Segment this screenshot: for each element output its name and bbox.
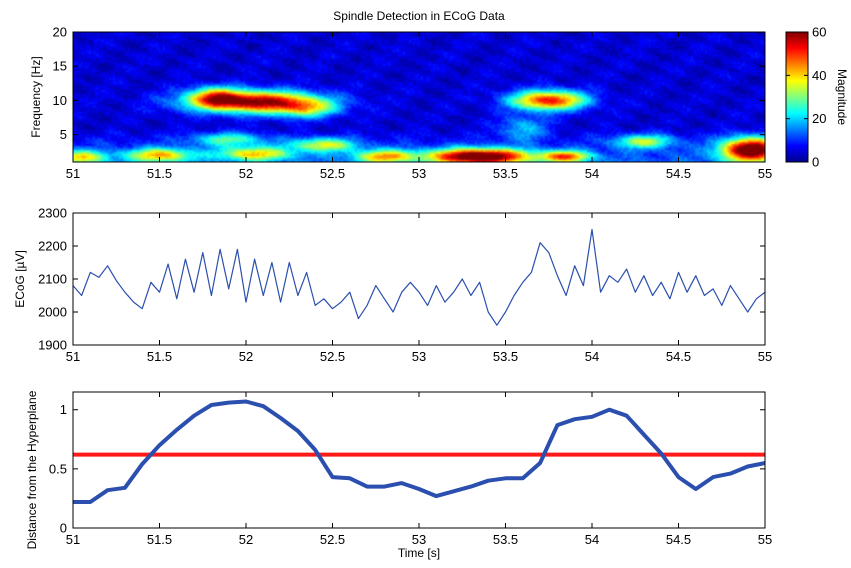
x-tick-label: 53.5 bbox=[493, 349, 518, 364]
x-tick-label: 52 bbox=[239, 166, 253, 181]
x-tick-label: 54 bbox=[585, 166, 599, 181]
ecog-panel: 51 51.5 52 52.5 53 53.5 54 54.5 55 1900 2000 2100 2… bbox=[13, 206, 772, 365]
ecog-trace bbox=[73, 228, 765, 326]
x-tick-label: 54.5 bbox=[666, 349, 691, 364]
y-tick-label: 15 bbox=[53, 59, 67, 74]
spectrogram-x-ticks: 51 51.5 52 52.5 53 53.5 54 54.5 55 bbox=[66, 32, 772, 181]
ecog-frame bbox=[72, 212, 766, 346]
y-tick-label: 2200 bbox=[38, 239, 67, 254]
x-tick-label: 54.5 bbox=[666, 532, 691, 547]
y-tick-label: 2000 bbox=[38, 305, 67, 320]
x-tick-label: 53 bbox=[412, 532, 426, 547]
colorbar: 0 20 40 60 Magnitude bbox=[785, 25, 849, 170]
y-tick-label: 5 bbox=[60, 127, 67, 142]
ecog-y-ticks: 1900 2000 2100 2200 2300 bbox=[38, 206, 765, 353]
y-tick-label: 1 bbox=[60, 402, 67, 417]
x-tick-label: 55 bbox=[758, 349, 772, 364]
x-tick-label: 52 bbox=[239, 532, 253, 547]
x-tick-label: 53 bbox=[412, 166, 426, 181]
x-tick-label: 51.5 bbox=[147, 349, 172, 364]
chart-title: Spindle Detection in ECoG Data bbox=[333, 9, 505, 23]
colorbar-tick-label: 20 bbox=[812, 111, 826, 126]
x-tick-label: 54 bbox=[585, 532, 599, 547]
distance-trace bbox=[73, 399, 765, 504]
distance-xlabel: Time [s] bbox=[398, 546, 440, 560]
spectrogram-heatmap bbox=[73, 32, 765, 162]
ecog-ylabel: ECoG [µV] bbox=[13, 250, 27, 308]
x-tick-label: 52.5 bbox=[320, 349, 345, 364]
x-tick-label: 52.5 bbox=[320, 166, 345, 181]
ecog-x-ticks: 51 51.5 52 52.5 53 53.5 54 54.5 55 bbox=[66, 213, 772, 364]
distance-frame bbox=[72, 391, 766, 529]
distance-ylabel: Distance from the Hyperplane bbox=[25, 390, 39, 549]
x-tick-label: 54 bbox=[585, 349, 599, 364]
x-tick-label: 52 bbox=[239, 349, 253, 364]
spectrogram-y-ticks: 5 10 15 20 bbox=[53, 25, 765, 142]
x-tick-label: 53 bbox=[412, 349, 426, 364]
distance-y-ticks: 00.51 bbox=[49, 402, 765, 536]
spectrogram-ylabel: Frequency [Hz] bbox=[29, 56, 43, 137]
x-tick-label: 51 bbox=[66, 166, 80, 181]
x-tick-label: 51.5 bbox=[147, 166, 172, 181]
x-tick-label: 55 bbox=[758, 532, 772, 547]
colorbar-tick-label: 60 bbox=[812, 25, 826, 40]
x-tick-label: 55 bbox=[758, 166, 772, 181]
x-tick-label: 51 bbox=[66, 532, 80, 547]
y-tick-label: 0.5 bbox=[49, 461, 67, 476]
colorbar-ticks: 0 20 40 60 bbox=[786, 25, 826, 170]
y-tick-label: 10 bbox=[53, 93, 67, 108]
x-tick-label: 53.5 bbox=[493, 532, 518, 547]
y-tick-label: 0 bbox=[60, 521, 67, 536]
spectrogram-panel: 51 51.5 52 52.5 53 53.5 54 54.5 55 5 10 15 20 Frequ… bbox=[29, 25, 772, 182]
x-tick-label: 54.5 bbox=[666, 166, 691, 181]
x-tick-label: 51 bbox=[66, 349, 80, 364]
y-tick-label: 1900 bbox=[38, 338, 67, 353]
colorbar-tick-label: 0 bbox=[812, 155, 819, 170]
colorbar-label: Magnitude bbox=[835, 69, 849, 125]
x-tick-label: 52.5 bbox=[320, 532, 345, 547]
y-tick-label: 2100 bbox=[38, 272, 67, 287]
distance-x-ticks: 51 51.5 52 52.5 53 53.5 54 54.5 55 bbox=[66, 392, 772, 547]
distance-panel: 51 51.5 52 52.5 53 53.5 54 54.5 55 00.51 Distanc… bbox=[25, 390, 772, 560]
x-tick-label: 53.5 bbox=[493, 166, 518, 181]
colorbar-tick-label: 40 bbox=[812, 68, 826, 83]
x-tick-label: 51.5 bbox=[147, 532, 172, 547]
y-tick-label: 20 bbox=[53, 25, 67, 40]
colorbar-gradient bbox=[785, 31, 809, 163]
y-tick-label: 2300 bbox=[38, 206, 67, 221]
